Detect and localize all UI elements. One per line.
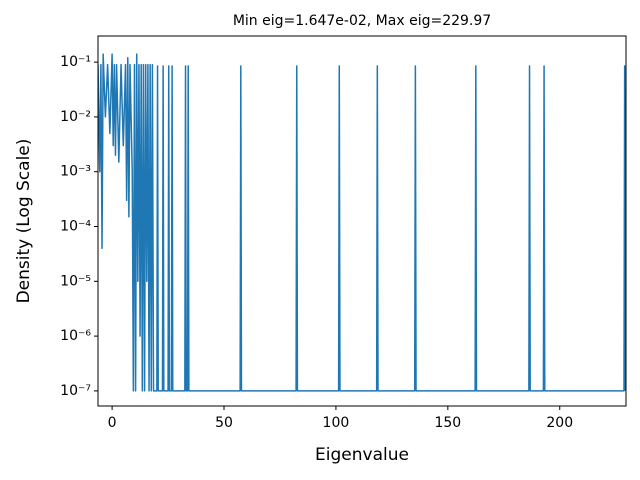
x-tick-label: 150 (434, 415, 461, 431)
y-axis-label: Density (Log Scale) (14, 139, 34, 304)
y-tick-label: 10⁻⁶ (60, 328, 91, 344)
y-tick-label: 10⁻⁷ (60, 383, 91, 399)
x-tick-label: 100 (323, 415, 350, 431)
y-tick-label: 10⁻² (60, 109, 91, 125)
data-line (98, 53, 626, 392)
x-tick-label: 0 (108, 415, 117, 431)
y-tick-label: 10⁻⁴ (60, 219, 91, 235)
y-tick-label: 10⁻⁵ (60, 273, 91, 289)
x-tick-label: 50 (215, 415, 233, 431)
x-tick-label: 200 (546, 415, 573, 431)
y-tick-label: 10⁻³ (60, 164, 91, 180)
plot-frame (97, 35, 627, 407)
x-axis-label: Eigenvalue (315, 445, 409, 465)
chart-title: Min eig=1.647e-02, Max eig=229.97 (233, 13, 491, 29)
y-tick-label: 10⁻¹ (60, 54, 91, 70)
